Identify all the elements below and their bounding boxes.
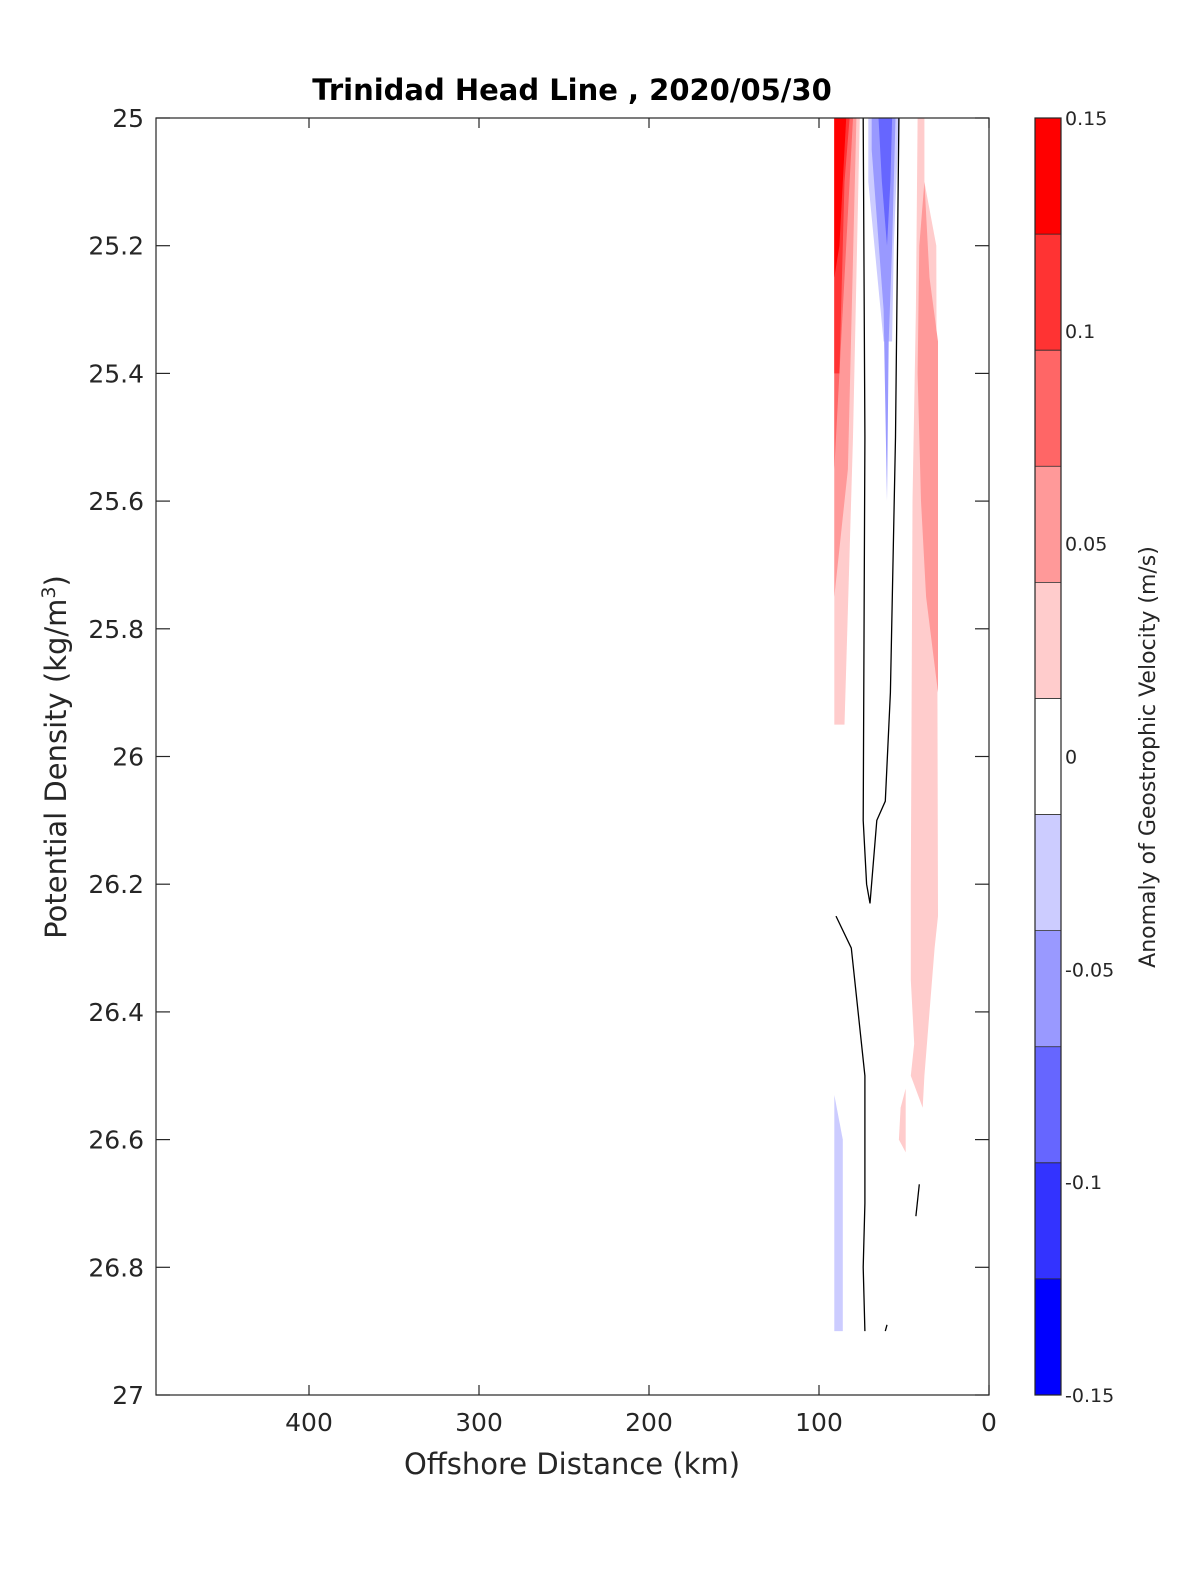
- y-axis-label-superscript: 3: [38, 586, 60, 598]
- x-tick-label-2: 200: [625, 1408, 673, 1437]
- y-tick-label-0: 25: [112, 104, 144, 133]
- colorbar-segment-4: [1035, 582, 1061, 699]
- contour-region-4: [834, 118, 847, 278]
- contour-line-2: [915, 1184, 920, 1217]
- colorbar-tick-label-5: -0.1: [1065, 1172, 1102, 1194]
- x-tick-label-3: 100: [795, 1408, 843, 1437]
- contour-line-3: [884, 1324, 888, 1332]
- contour-region-7: [878, 118, 893, 246]
- y-tick-label-1: 25.2: [88, 232, 144, 261]
- contour-fill-regions: [834, 118, 938, 1332]
- colorbar: 0.15 0.1 0.05 0 -0.05 -0.1 -0.15: [1034, 108, 1114, 1407]
- contour-region-9: [917, 181, 938, 693]
- colorbar-tick-label-1: 0.1: [1065, 321, 1095, 343]
- y-tick-label-9: 26.8: [88, 1253, 144, 1282]
- contour-region-10: [898, 1088, 906, 1153]
- y-axis-label-suffix: ): [39, 575, 73, 586]
- colorbar-tick-label-6: -0.15: [1065, 1385, 1114, 1407]
- colorbar-segment-2: [1035, 350, 1061, 467]
- y-tick-label-3: 25.6: [88, 487, 144, 516]
- colorbar-segment-9: [1035, 1162, 1061, 1280]
- y-axis-label-main: Potential Density (kg/m: [39, 599, 73, 939]
- colorbar-tick-label-4: -0.05: [1065, 959, 1114, 981]
- colorbar-segment-8: [1035, 1046, 1061, 1164]
- colorbar-label: Anomaly of Geostrophic Velocity (m/s): [1136, 546, 1161, 968]
- colorbar-segment-3: [1035, 466, 1061, 583]
- colorbar-tick-label-0: 0.15: [1065, 108, 1107, 130]
- y-tick-label-5: 26: [112, 743, 144, 772]
- y-axis-label: Potential Density (kg/m3): [38, 575, 73, 939]
- y-tick-label-6: 26.2: [88, 870, 144, 899]
- colorbar-segment-6: [1035, 814, 1061, 932]
- y-tick-label-4: 25.8: [88, 615, 144, 644]
- colorbar-segment-10: [1035, 1278, 1061, 1396]
- colorbar-segment-0: [1035, 118, 1061, 235]
- x-tick-label-1: 300: [455, 1408, 503, 1437]
- y-tick-label-10: 27: [112, 1381, 144, 1410]
- chart-title: Trinidad Head Line , 2020/05/30: [312, 73, 832, 107]
- x-tick-label-4: 0: [981, 1408, 997, 1437]
- zero-contour-lines: [835, 117, 920, 1332]
- y-tick-label-2: 25.4: [88, 359, 144, 388]
- x-axis: 400 300 200 100 0: [285, 118, 997, 1437]
- colorbar-segment-1: [1035, 234, 1061, 351]
- contour-region-11: [834, 1094, 843, 1332]
- contour-line-1: [835, 915, 866, 1332]
- x-tick-label-0: 400: [285, 1408, 333, 1437]
- colorbar-segment-7: [1035, 930, 1061, 1048]
- colorbar-tick-label-2: 0.05: [1065, 534, 1107, 556]
- colorbar-tick-label-3: 0: [1065, 747, 1077, 769]
- contour-region-6: [871, 118, 896, 502]
- y-axis: 25 25.2 25.4 25.6 25.8 26 26.2 26.4 26.6 26.8 27: [88, 104, 989, 1410]
- y-tick-label-8: 26.6: [88, 1126, 144, 1155]
- contour-line-0: [862, 117, 900, 904]
- colorbar-segment-5: [1035, 698, 1061, 816]
- x-axis-label: Offshore Distance (km): [404, 1447, 740, 1481]
- y-tick-label-7: 26.4: [88, 998, 144, 1027]
- colorbar-frame: [1034, 117, 1062, 1396]
